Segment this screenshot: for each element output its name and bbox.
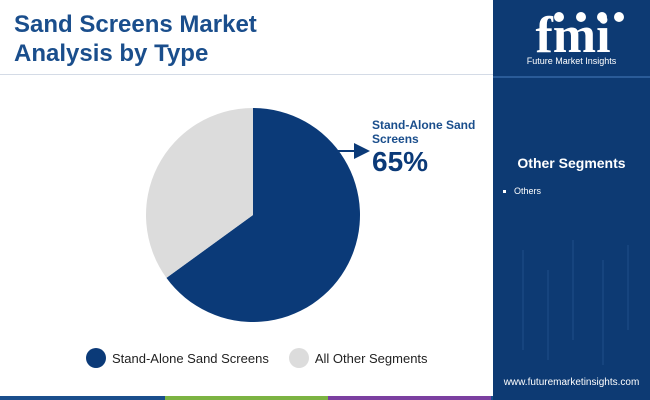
logo-area: fmi Future Market Insights [493, 0, 650, 76]
callout-value: 65% [372, 146, 429, 177]
other-segments-title: Other Segments [517, 155, 626, 171]
fmi-logo: fmi [535, 8, 624, 58]
sidebar-divider [493, 76, 650, 78]
title-line-1: Sand Screens Market [14, 11, 257, 38]
legend-item-stand-alone: Stand-Alone Sand Screens [86, 348, 269, 368]
bottom-bar-segment [328, 396, 491, 400]
page-title: Sand Screens Market Analysis by Type [14, 10, 394, 68]
legend-label: All Other Segments [314, 350, 428, 366]
bottom-bar-segment [165, 396, 328, 400]
bottom-color-bar [0, 396, 493, 400]
logo-tagline: Future Market Insights [526, 56, 617, 66]
decorative-lines [522, 240, 629, 365]
callout-label: Stand-Alone Sand Screens [372, 118, 476, 146]
legend-swatch [86, 348, 106, 368]
segment-item-label: Others [514, 186, 542, 196]
chart-legend: Stand-Alone Sand Screens All Other Segme… [86, 347, 448, 369]
bullet-icon [503, 189, 506, 193]
legend-swatch [288, 348, 309, 368]
bottom-bar-segment [491, 396, 493, 400]
bottom-bar-segment [0, 396, 165, 400]
pie-chart [145, 108, 370, 322]
pie-slice-all-other-segments [145, 108, 253, 278]
legend-item-other: All Other Segments [288, 348, 428, 368]
pie-slice-stand-alone-sand-screens [166, 108, 360, 322]
legend-label: Stand-Alone Sand Screens [112, 350, 269, 366]
title-line-2: Analysis by Type [14, 40, 209, 67]
segment-item: Others [503, 186, 541, 196]
website-url: www.futuremarketinsights.com [503, 377, 640, 388]
sidebar: fmi Future Market Insights Other Segment… [493, 0, 650, 400]
pie-callout: Stand-Alone Sand Screens 65% [372, 118, 492, 178]
chart-panel: Sand Screens Market Analysis by Type Sta… [0, 10, 493, 400]
title-divider [0, 74, 493, 75]
